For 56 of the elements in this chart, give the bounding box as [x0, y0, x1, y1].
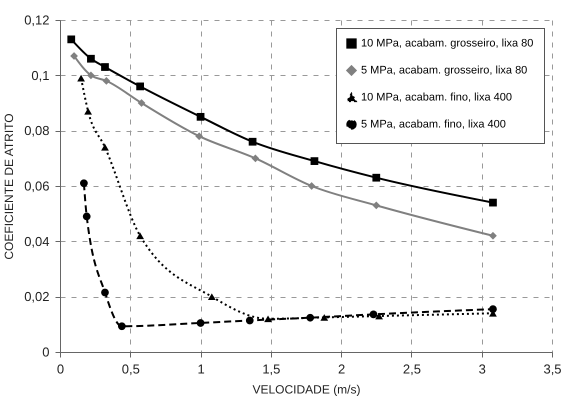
point: [102, 76, 110, 85]
point: [101, 144, 109, 151]
legend-label: 10 MPa, acabam. grosseiro, lixa 80: [361, 38, 534, 50]
point: [70, 52, 78, 60]
point: [372, 201, 380, 210]
point: [375, 312, 383, 320]
legend-label: 5 MPa, acabam. grosseiro, lixa 80: [361, 64, 528, 76]
y-axis-title: COEFICIENTE DE ATRITO: [2, 113, 16, 260]
y-tick-label: 0,04: [24, 234, 50, 249]
point: [196, 112, 204, 121]
x-tick-label: 3,5: [543, 362, 562, 376]
point: [138, 99, 146, 107]
y-tick-label: 0,12: [24, 12, 50, 28]
y-tick-label: 0,06: [24, 178, 50, 194]
point: [136, 82, 144, 90]
point: [82, 212, 91, 220]
y-tick-label: 0,02: [24, 289, 50, 304]
point: [101, 288, 109, 296]
point: [370, 310, 378, 318]
point: [118, 322, 126, 330]
x-tick-label: 1,5: [262, 362, 280, 376]
point: [101, 63, 109, 71]
x-tick-label: 0: [56, 362, 64, 376]
legend-label: 10 MPa, acabam. fino, lixa 400: [361, 92, 512, 104]
point: [489, 305, 497, 313]
x-tick-label: 1: [197, 362, 205, 376]
x-tick-label: 0,5: [122, 362, 140, 376]
point: [80, 179, 88, 188]
legend-label: 5 MPa, acabam. fino, lixa 400: [361, 118, 506, 130]
point: [320, 314, 328, 321]
point: [136, 232, 144, 240]
point: [246, 316, 254, 324]
point: [306, 314, 314, 322]
x-tick-label: 2,5: [402, 362, 421, 376]
point: [489, 198, 497, 206]
point: [195, 132, 204, 140]
point: [372, 174, 380, 182]
point: [248, 138, 256, 146]
x-axis-title: VELOCIDADE (m/s): [252, 382, 361, 396]
x-tick-label: 3: [478, 362, 486, 376]
point: [489, 232, 497, 240]
y-tick-label: 0: [42, 344, 50, 360]
point: [252, 154, 260, 162]
point: [87, 54, 95, 63]
point: [264, 315, 272, 322]
point: [308, 182, 316, 190]
point: [77, 74, 85, 82]
point: [87, 71, 95, 80]
point: [196, 319, 204, 327]
x-tick-label: 2: [338, 362, 346, 376]
point: [310, 157, 318, 165]
point: [67, 35, 76, 44]
point: [208, 293, 216, 300]
point: [84, 108, 92, 115]
y-tick-label: 0,1: [31, 68, 50, 83]
y-tick-label: 0,08: [24, 123, 50, 138]
